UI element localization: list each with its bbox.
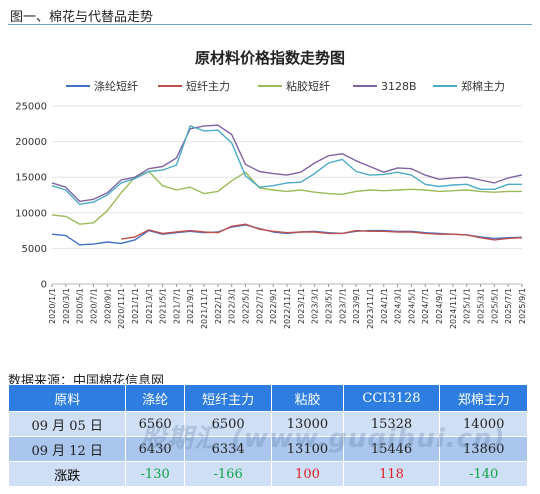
chart-legend: 涤纶短纤 短纤主力 粘胶短纤 3128B 郑棉主力 <box>66 79 505 93</box>
x-tick-label: 2022/9/1 <box>269 288 278 324</box>
x-tick-label: 2024/11/1 <box>449 288 458 329</box>
x-tick-label: 2025/9/1 <box>518 288 527 324</box>
x-tick-label: 2023/9/1 <box>352 288 361 324</box>
change-cell-up: 100 <box>271 461 344 487</box>
header-zce-cotton: 郑棉主力 <box>439 384 528 412</box>
x-tick-label: 2020/11/1 <box>117 288 126 329</box>
x-tick-label: 2025/1/1 <box>463 288 472 324</box>
x-tick-label: 2020/5/1 <box>76 288 85 324</box>
table-cell: 6560 <box>125 411 185 437</box>
x-tick-label: 2022/1/1 <box>214 288 223 324</box>
table-cell: 13860 <box>439 436 528 462</box>
x-tick-label: 2021/7/1 <box>172 288 181 324</box>
table-cell: 13100 <box>271 436 344 462</box>
series-line <box>51 124 523 203</box>
x-tick-label: 2024/5/1 <box>407 288 416 324</box>
legend-label: 涤纶短纤 <box>94 79 138 93</box>
change-cell-up: 118 <box>342 461 441 487</box>
x-tick-label: 2022/3/1 <box>228 288 237 324</box>
x-tick-label: 2024/7/1 <box>421 288 430 324</box>
x-tick-label: 2020/7/1 <box>89 288 98 324</box>
header-material: 原料 <box>7 384 127 412</box>
header-staple-main: 短纤主力 <box>183 384 273 412</box>
chart-series <box>51 124 523 246</box>
x-tick-label: 2020/1/1 <box>48 288 57 324</box>
x-tick-label: 2020/9/1 <box>103 288 112 324</box>
x-tick-label: 2022/7/1 <box>255 288 264 324</box>
x-tick-label: 2023/1/1 <box>297 288 306 324</box>
caption-divider <box>8 24 532 25</box>
x-axis: 2020/1/1 2020/3/1 2020/5/1 2020/7/1 2020/9/1… <box>48 284 527 329</box>
x-tick-label: 2021/3/1 <box>145 288 154 324</box>
chart-title: 原材料价格指数走势图 <box>195 49 345 67</box>
table-row-change: 涨跌 -130 -166 100 118 -140 <box>7 461 528 487</box>
x-tick-label: 2025/5/1 <box>490 288 499 324</box>
series-line <box>51 125 522 205</box>
change-cell-down: -140 <box>439 461 528 487</box>
header-viscose: 粘胶 <box>271 384 344 412</box>
y-tick-label: 5000 <box>22 244 47 255</box>
x-tick-label: 2025/7/1 <box>504 288 513 324</box>
y-tick-label: 10000 <box>15 208 47 219</box>
legend-label: 短纤主力 <box>186 79 230 93</box>
chart-grid <box>52 105 522 285</box>
price-index-chart: 原材料价格指数走势图 涤纶短纤 短纤主力 粘胶短纤 3128B 郑棉主力 0 5000 10… <box>15 49 527 329</box>
x-tick-label: 2022/11/1 <box>283 288 292 329</box>
x-tick-label: 2024/9/1 <box>435 288 444 324</box>
price-table: 原料 涤纶 短纤主力 粘胶 CCI3128 郑棉主力 09 月 05 日 656… <box>7 384 528 487</box>
header-cci3128: CCI3128 <box>342 384 441 412</box>
series-line <box>51 170 522 225</box>
change-cell-down: -130 <box>125 461 185 487</box>
table-cell: 09 月 05 日 <box>7 411 127 437</box>
watermark: 股期汇 (www.guqihui.cn) <box>140 424 506 454</box>
header-polyester: 涤纶 <box>125 384 185 412</box>
x-tick-label: 2021/5/1 <box>159 288 168 324</box>
x-tick-label: 2022/5/1 <box>242 288 251 324</box>
legend-label: 郑棉主力 <box>461 79 505 93</box>
y-tick-label: 0 <box>41 280 47 291</box>
legend-label: 粘胶短纤 <box>286 79 330 93</box>
x-tick-label: 2023/3/1 <box>311 288 320 324</box>
table-header-row: 原料 涤纶 短纤主力 粘胶 CCI3128 郑棉主力 <box>7 384 528 412</box>
y-tick-label: 25000 <box>15 102 47 113</box>
x-tick-label: 2021/1/1 <box>131 288 140 324</box>
x-tick-label: 2025/3/1 <box>477 288 486 324</box>
figure-caption: 图一、棉花与代替品走势 <box>10 10 154 25</box>
change-cell-down: -166 <box>183 461 273 487</box>
x-tick-label: 2023/11/1 <box>366 288 375 329</box>
table-cell: 6500 <box>183 411 273 437</box>
table-cell: 6334 <box>183 436 273 462</box>
table-cell: 09 月 12 日 <box>7 436 127 462</box>
x-tick-label: 2021/11/1 <box>200 288 209 329</box>
table-cell: 13000 <box>271 411 344 437</box>
x-tick-label: 2021/9/1 <box>186 288 195 324</box>
y-axis: 0 5000 10000 15000 20000 25000 <box>15 102 47 291</box>
x-tick-label: 2023/7/1 <box>338 288 347 324</box>
x-tick-label: 2024/3/1 <box>394 288 403 324</box>
x-tick-label: 2024/1/1 <box>380 288 389 324</box>
y-tick-label: 20000 <box>15 137 47 148</box>
table-cell: 6430 <box>125 436 185 462</box>
series-line <box>120 223 523 241</box>
table-cell: 涨跌 <box>7 461 127 487</box>
chart-container: 原材料价格指数走势图 涤纶短纤 短纤主力 粘胶短纤 3128B 郑棉主力 0 5000 10… <box>8 30 532 370</box>
y-tick-label: 15000 <box>15 173 47 184</box>
legend-label: 3128B <box>381 80 417 93</box>
x-tick-label: 2023/5/1 <box>324 288 333 324</box>
x-tick-label: 2020/3/1 <box>62 288 71 324</box>
